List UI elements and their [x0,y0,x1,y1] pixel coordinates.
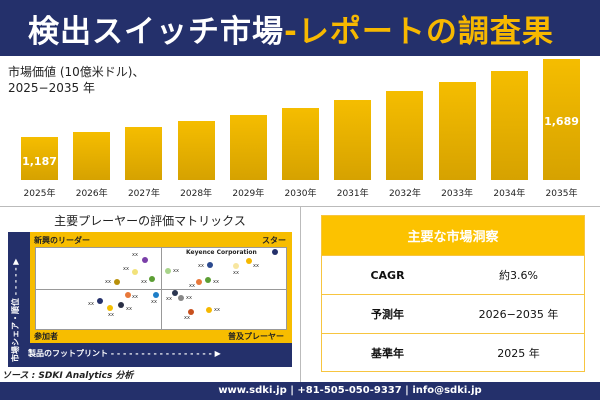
company-point [233,263,239,269]
point-label: xx [108,312,114,318]
x-tick-label: 2035年 [545,189,578,199]
point-label: xx [123,266,129,272]
title-accent: -レポートの調査果 [284,13,554,50]
quadrant-label-pervasive: 普及プレーヤー [228,332,284,341]
page-header: 検出スイッチ市場 -レポートの調査果 [0,0,600,56]
chart-title-line2: 2025−2035 年 [8,81,95,95]
bar [177,121,215,180]
bar [229,115,267,180]
company-point [97,298,103,304]
y-axis-label: 市場シェア・順位 - - - - - ▶ [11,258,20,362]
point-label: xx [132,294,138,300]
point-label: xx [88,301,94,307]
point-label: xx [126,306,132,312]
point-label: xx [253,263,259,269]
point-label: xx [214,307,220,313]
source-note: ソース : SDKI Analytics 分析 [2,371,134,381]
bar: 1,187 [21,137,58,180]
row-key: CAGR [370,268,405,282]
company-point [207,262,213,268]
x-tick-label: 2025年 [23,189,56,199]
x-tick-label: 2030年 [284,189,317,199]
chart-title-line1: 市場価値 (10億米ドル)、 [8,65,145,79]
point-label: xx [198,263,204,269]
bar [386,90,424,180]
x-tick-label: 2031年 [336,189,369,199]
company-point [205,277,211,283]
bar [334,100,372,180]
point-label: xx [233,270,239,276]
row-key: 基準年 [371,347,404,360]
company-point [188,309,194,315]
point-label: xx [151,299,157,305]
x-tick-label: 2028年 [180,189,213,199]
bar [73,132,111,180]
bar [125,126,163,180]
company-point [125,292,131,298]
company-point [153,292,159,298]
company-point [178,295,184,301]
footer-contact: www.sdki.jp | +81-505-050-9337 | info@sd… [0,382,600,400]
point-label: xx [132,252,138,258]
highlight-company: Keyence Corporation [186,249,257,256]
bar [282,108,319,180]
x-tick-label: 2033年 [441,189,474,199]
row-key: 予測年 [371,308,404,321]
row-value: 2026−2035 年 [478,308,559,321]
bar: 1,689 [543,59,580,180]
divider [300,206,301,382]
company-point [132,269,138,275]
chart-title: 市場価値 (10億米ドル)、 2025−2035 年 [8,64,144,96]
quadrant-label-participant: 参加者 [34,332,58,341]
point-label: xx [141,279,147,285]
company-point [142,257,148,263]
insights-table: 主要な市場洞察 CAGR 約3.6% 予測年 2026−2035 年 基準年 2025… [321,215,585,372]
bar [490,70,528,180]
point-label: xx [189,283,195,289]
point-label: xx [213,279,219,285]
company-point [172,290,178,296]
row-value: 2025 年 [497,347,540,360]
data-label: 1,689 [544,115,579,128]
table-row: 予測年 2026−2035 年 [322,294,584,333]
insights-title: 主要な市場洞察 [322,216,584,255]
company-point [165,268,171,274]
x-tick-label: 2034年 [493,189,526,199]
company-point [246,258,252,264]
company-point [118,302,124,308]
company-point [272,249,278,255]
company-point [107,305,113,311]
x-tick-label: 2026年 [75,189,108,199]
matrix-title: 主要プレーヤーの評価マトリックス [54,214,246,228]
data-label: 1,187 [22,155,57,168]
x-tick-label: 2032年 [388,189,421,199]
bar [438,81,476,180]
point-label: xx [186,295,192,301]
row-value: 約3.6% [499,269,538,282]
matrix-plot [35,247,287,330]
quadrant-label-star: スター [262,236,286,245]
company-point [114,279,120,285]
table-row: CAGR 約3.6% [322,255,584,294]
x-tick-label: 2027年 [127,189,160,199]
company-point [149,276,155,282]
matrix-horizontal-divider [36,289,286,290]
quadrant-label-emerging: 新興のリーダー [34,236,90,245]
point-label: xx [173,268,179,274]
company-point [206,307,212,313]
point-label: xx [166,296,172,302]
point-label: xx [184,315,190,321]
x-tick-label: 2029年 [232,189,265,199]
title-main: 検出スイッチ市場 [28,13,284,50]
point-label: xx [105,279,111,285]
x-axis-label: 製品のフットプリント - - - - - - - - - - - - - - -… [28,349,221,358]
table-row: 基準年 2025 年 [322,333,584,372]
company-point [196,279,202,285]
matrix-vertical-divider [161,248,162,329]
